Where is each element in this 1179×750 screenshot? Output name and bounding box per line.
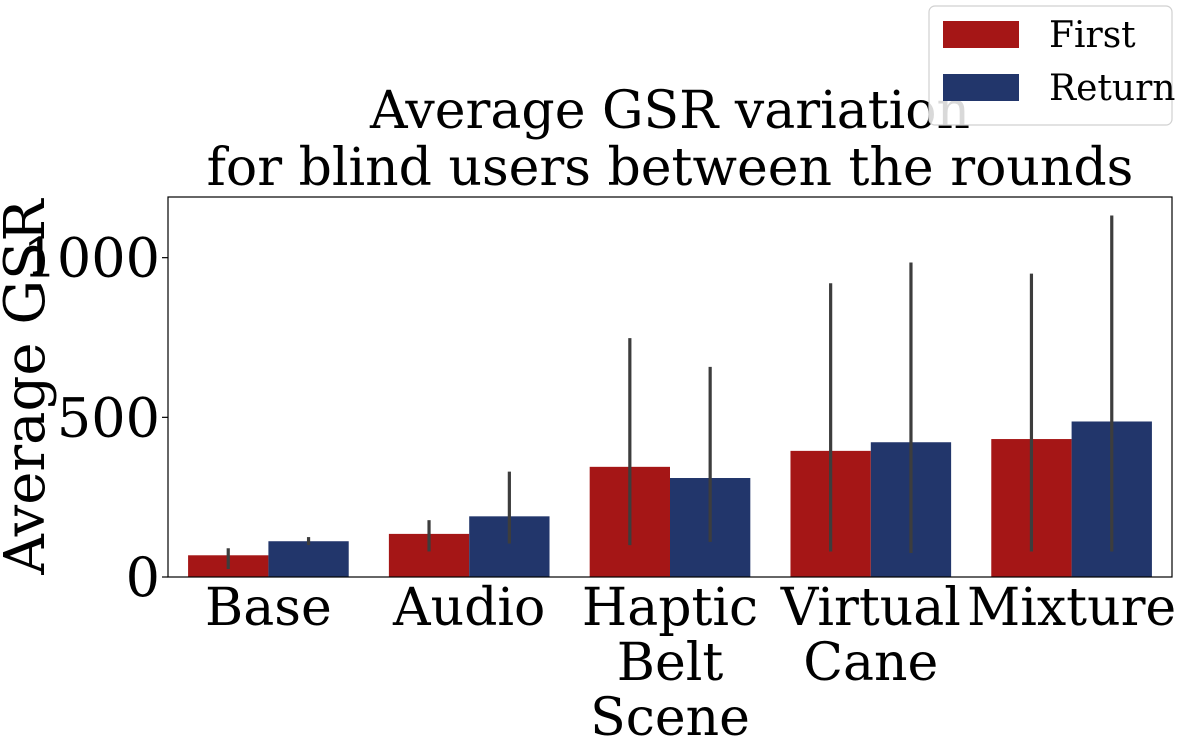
legend-swatch-first xyxy=(943,21,1019,48)
plot-frame xyxy=(167,196,1173,578)
y-axis-label: Average GSR xyxy=(0,198,58,576)
x-tick-label-2-1: Belt xyxy=(617,633,724,693)
y-tick-label-500: 500 xyxy=(57,386,160,449)
x-tick-label-2-2: Scene xyxy=(590,688,750,748)
y-tick-label-1000: 1000 xyxy=(23,227,160,290)
x-tick-label-1-0: Audio xyxy=(392,578,545,638)
legend-swatch-return xyxy=(943,74,1019,101)
chart-title-line-1: Average GSR variation xyxy=(369,81,970,141)
x-tick-label-2-0: Haptic xyxy=(582,578,758,638)
legend: First Return xyxy=(928,5,1175,126)
legend-label-first: First xyxy=(1049,15,1136,56)
x-tick-label-3-0: Virtual xyxy=(780,578,961,638)
bar-return-0 xyxy=(268,541,349,577)
x-tick-label-4-0: Mixture xyxy=(967,578,1176,638)
y-tick-label-0: 0 xyxy=(126,546,160,609)
legend-label-return: Return xyxy=(1049,68,1175,109)
plot-area xyxy=(167,196,1173,578)
chart-title-line-2: for blind users between the rounds xyxy=(207,138,1134,198)
x-tick-label-0-0: Base xyxy=(205,578,332,638)
x-tick-label-3-1: Cane xyxy=(803,633,938,693)
